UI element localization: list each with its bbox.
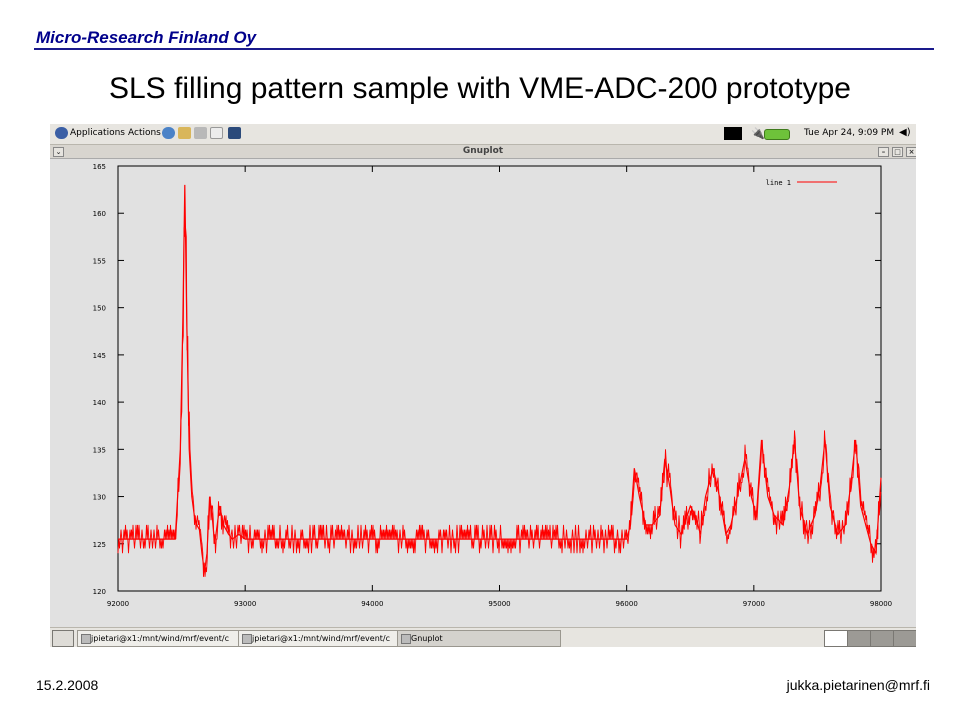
workspace-3[interactable] (870, 630, 894, 647)
minimize-icon[interactable]: – (878, 147, 889, 157)
taskbar-item-gnuplot[interactable]: Gnuplot (397, 630, 561, 647)
menu-applications[interactable]: Applications (70, 128, 125, 138)
y-tick-label: 130 (93, 494, 106, 502)
y-tick-label: 140 (93, 399, 106, 407)
slide-title: SLS filling pattern sample with VME-ADC-… (108, 72, 851, 105)
x-tick-label: 94000 (361, 600, 383, 608)
clock[interactable]: Tue Apr 24, 9:09 PM (804, 128, 895, 138)
close-icon[interactable]: × (906, 147, 916, 157)
footer-date: 15.2.2008 (36, 677, 99, 693)
workspace-2[interactable] (847, 630, 871, 647)
x-tick-label: 97000 (743, 600, 765, 608)
distro-menu-icon[interactable] (55, 127, 68, 139)
notes-icon[interactable] (210, 127, 223, 139)
terminal-icon (242, 634, 252, 644)
window-titlebar[interactable]: ⌄ Gnuplot – □ × (50, 145, 916, 159)
x-tick-label: 95000 (488, 600, 510, 608)
volume-icon[interactable]: ◀) (899, 127, 911, 138)
window-menu-icon[interactable]: ⌄ (53, 147, 64, 157)
gnuplot-chart: 92000 93000 94000 95000 96000 97000 98000 120 12… (50, 159, 916, 627)
y-tick-label: 145 (93, 352, 106, 360)
battery-icon[interactable] (764, 129, 790, 140)
bottom-panel: jpietari@x1:/mnt/wind/mrf/event/c jpieta… (50, 627, 916, 647)
workspace-1[interactable] (824, 630, 848, 647)
legend-label: line 1 (766, 179, 791, 187)
y-tick-label: 165 (93, 163, 106, 171)
browser-icon[interactable] (162, 127, 175, 139)
window-title: Gnuplot (462, 146, 504, 156)
workspace-4[interactable] (893, 630, 916, 647)
terminal-icon[interactable] (228, 127, 241, 139)
y-tick-label: 120 (93, 588, 106, 596)
plot-background (50, 159, 916, 627)
company-rule (34, 48, 934, 50)
footer-email: jukka.pietarinen@mrf.fi (786, 677, 930, 693)
gnuplot-icon (401, 634, 411, 644)
y-tick-label: 125 (93, 541, 106, 549)
mail-icon[interactable] (178, 127, 191, 139)
company-name: Micro-Research Finland Oy (36, 28, 257, 47)
top-panel: Applications Actions 🔌 Tue Apr 24, 9:09 … (50, 124, 916, 145)
terminal-icon (81, 634, 91, 644)
series-noise-1 (117, 227, 882, 577)
y-tick-label: 135 (93, 446, 106, 454)
taskbar-item-terminal-2[interactable]: jpietari@x1:/mnt/wind/mrf/event/c (238, 630, 398, 647)
editor-icon[interactable] (194, 127, 207, 139)
x-tick-label: 96000 (616, 600, 638, 608)
menu-actions[interactable]: Actions (128, 128, 161, 138)
show-desktop-button[interactable] (52, 630, 74, 647)
x-tick-label: 92000 (107, 600, 129, 608)
maximize-icon[interactable]: □ (892, 147, 903, 157)
y-tick-label: 155 (93, 257, 106, 265)
desktop-screenshot: Applications Actions 🔌 Tue Apr 24, 9:09 … (50, 124, 916, 647)
tray-black-icon[interactable] (724, 127, 742, 140)
y-tick-label: 160 (93, 210, 106, 218)
x-tick-label: 98000 (870, 600, 892, 608)
power-plug-icon: 🔌 (751, 127, 765, 140)
y-tick-label: 150 (93, 305, 106, 313)
taskbar-item-terminal-1[interactable]: jpietari@x1:/mnt/wind/mrf/event/c (77, 630, 239, 647)
x-tick-label: 93000 (234, 600, 256, 608)
